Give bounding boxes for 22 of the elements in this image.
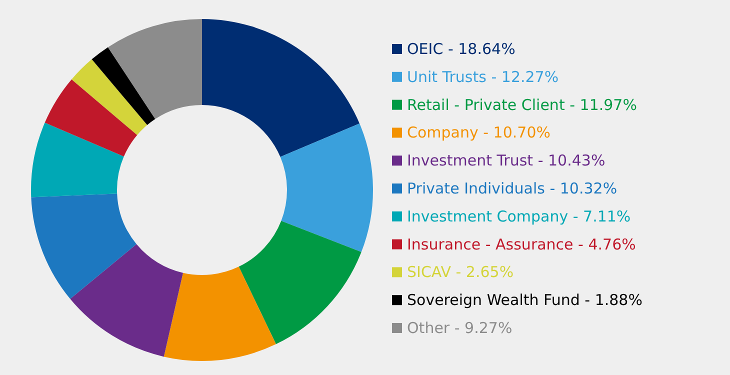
donut-slice (44, 79, 138, 157)
legend-label: Investment Company - 7.11% (407, 207, 631, 226)
legend-label: Company - 10.70% (407, 124, 551, 142)
donut-slice (202, 19, 360, 157)
legend-label: Other - 9.27% (407, 319, 512, 337)
donut-slice (238, 220, 362, 344)
donut-slice (70, 244, 184, 357)
donut-slice (31, 122, 124, 198)
legend-label: Private Individuals - 10.32% (407, 180, 618, 198)
legend-label: Sovereign Wealth Fund - 1.88% (407, 291, 642, 310)
legend-label: Insurance - Assurance - 4.76% (407, 235, 636, 254)
legend-label: Unit Trusts - 12.27% (407, 68, 559, 86)
donut-slice (31, 194, 136, 299)
donut-slice (280, 123, 373, 252)
donut-slice (72, 59, 148, 135)
legend-label: OEIC - 18.64% (407, 40, 516, 58)
donut-slice (164, 266, 276, 361)
legend-label: Investment Trust - 10.43% (407, 152, 606, 170)
legend-label: SICAV - 2.65% (407, 263, 514, 282)
legend-label: Retail - Private Client - 11.97% (407, 96, 637, 114)
donut-slice (92, 47, 156, 126)
donut-slice (108, 19, 202, 120)
